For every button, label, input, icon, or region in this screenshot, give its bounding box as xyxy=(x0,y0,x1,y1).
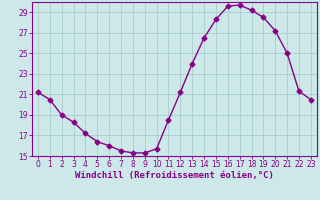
X-axis label: Windchill (Refroidissement éolien,°C): Windchill (Refroidissement éolien,°C) xyxy=(75,171,274,180)
